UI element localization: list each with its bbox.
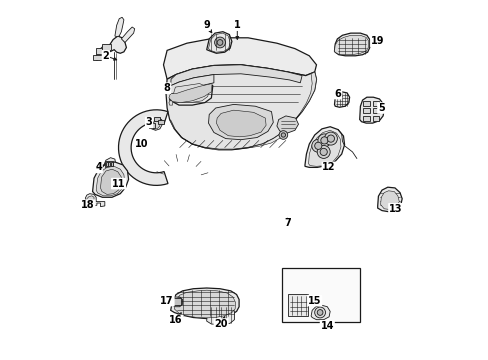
Text: 3: 3 — [145, 117, 152, 127]
Polygon shape — [206, 32, 231, 53]
Polygon shape — [96, 166, 124, 196]
Circle shape — [214, 37, 225, 48]
Polygon shape — [107, 36, 126, 53]
Polygon shape — [169, 120, 284, 150]
Text: 4: 4 — [95, 162, 102, 172]
Polygon shape — [282, 72, 316, 132]
Text: 2: 2 — [102, 51, 109, 61]
Bar — [96, 48, 105, 54]
Circle shape — [324, 132, 337, 145]
Bar — [372, 108, 378, 113]
Circle shape — [279, 131, 287, 139]
Polygon shape — [216, 110, 265, 137]
Polygon shape — [168, 84, 212, 103]
Polygon shape — [85, 194, 104, 207]
Bar — [173, 298, 181, 305]
Text: 14: 14 — [320, 321, 333, 331]
Polygon shape — [174, 290, 235, 318]
Polygon shape — [118, 110, 168, 185]
Text: 8: 8 — [163, 83, 170, 93]
Text: 16: 16 — [169, 315, 183, 325]
Polygon shape — [170, 288, 239, 319]
Polygon shape — [171, 297, 182, 307]
Text: 9: 9 — [203, 20, 210, 30]
Bar — [92, 55, 102, 60]
Circle shape — [281, 133, 285, 137]
Bar — [363, 116, 369, 121]
Polygon shape — [166, 65, 316, 149]
Polygon shape — [95, 45, 108, 60]
Polygon shape — [359, 97, 384, 123]
Polygon shape — [168, 75, 213, 94]
Text: 6: 6 — [334, 89, 341, 99]
Bar — [153, 117, 159, 121]
Text: 11: 11 — [112, 179, 125, 189]
Text: 1: 1 — [233, 20, 240, 30]
Polygon shape — [206, 305, 234, 325]
Polygon shape — [92, 162, 128, 197]
Circle shape — [314, 307, 325, 318]
Polygon shape — [87, 196, 94, 204]
Polygon shape — [308, 130, 340, 166]
Polygon shape — [334, 92, 349, 107]
Bar — [363, 108, 369, 113]
Text: 18: 18 — [81, 200, 95, 210]
Polygon shape — [101, 169, 121, 194]
Polygon shape — [334, 33, 369, 56]
Polygon shape — [163, 38, 316, 79]
Polygon shape — [334, 35, 368, 55]
Bar — [288, 294, 307, 316]
Text: 13: 13 — [388, 204, 402, 214]
Bar — [108, 162, 110, 166]
Polygon shape — [103, 158, 115, 170]
Text: 10: 10 — [135, 139, 148, 149]
Text: 5: 5 — [377, 103, 384, 113]
Bar — [149, 123, 155, 128]
Polygon shape — [172, 84, 209, 103]
Circle shape — [317, 145, 329, 158]
Polygon shape — [168, 100, 172, 105]
Bar — [111, 162, 113, 166]
Circle shape — [314, 142, 321, 149]
Polygon shape — [170, 65, 302, 86]
Bar — [372, 101, 378, 106]
Circle shape — [317, 134, 330, 147]
Polygon shape — [121, 27, 134, 42]
Bar — [106, 162, 107, 166]
Polygon shape — [151, 118, 162, 130]
Circle shape — [326, 135, 334, 142]
Text: 17: 17 — [160, 296, 174, 306]
Circle shape — [320, 148, 326, 156]
Polygon shape — [377, 187, 401, 212]
Polygon shape — [380, 191, 399, 210]
Polygon shape — [276, 116, 298, 133]
Text: 20: 20 — [214, 319, 227, 329]
Polygon shape — [152, 121, 160, 129]
Text: 15: 15 — [307, 296, 321, 306]
Polygon shape — [305, 127, 344, 167]
Polygon shape — [208, 104, 273, 140]
Text: 12: 12 — [322, 162, 335, 172]
Circle shape — [311, 139, 324, 152]
Bar — [282, 268, 359, 322]
Circle shape — [317, 310, 322, 315]
Polygon shape — [310, 305, 329, 320]
Polygon shape — [115, 17, 123, 37]
Bar — [104, 161, 113, 167]
Text: 19: 19 — [370, 36, 384, 46]
Bar — [372, 116, 378, 121]
Bar — [102, 44, 110, 50]
Circle shape — [320, 137, 327, 144]
Bar — [363, 101, 369, 106]
Bar — [158, 120, 163, 124]
Text: 7: 7 — [284, 218, 290, 228]
Polygon shape — [169, 81, 212, 105]
Circle shape — [217, 40, 223, 45]
